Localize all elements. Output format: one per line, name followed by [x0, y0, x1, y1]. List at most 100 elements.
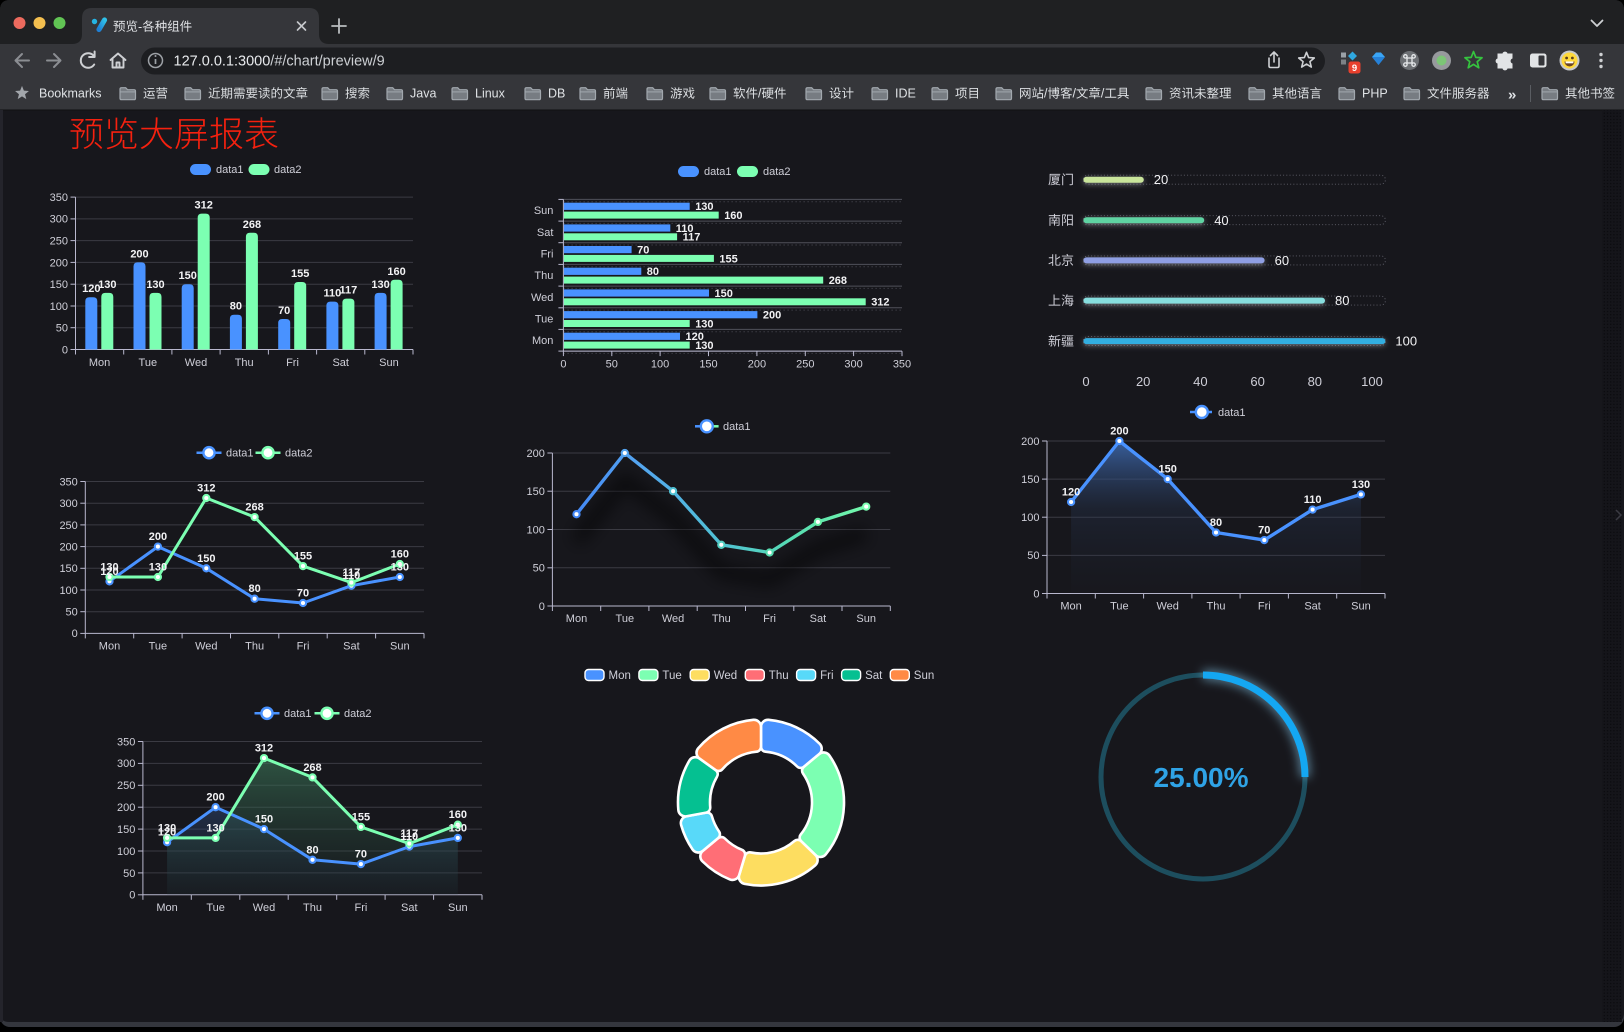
svg-text:100: 100	[1395, 334, 1417, 349]
svg-text:250: 250	[796, 359, 814, 371]
svg-text:250: 250	[117, 780, 135, 792]
svg-text:100: 100	[50, 301, 68, 313]
svg-text:70: 70	[278, 305, 290, 317]
svg-text:200: 200	[206, 792, 224, 804]
svg-text:data1: data1	[1218, 407, 1246, 419]
svg-text:155: 155	[352, 811, 370, 823]
svg-text:Sat: Sat	[810, 613, 827, 625]
svg-text:Fri: Fri	[286, 357, 299, 369]
svg-text:200: 200	[527, 448, 545, 460]
svg-text:117: 117	[683, 232, 701, 244]
svg-text:Tue: Tue	[149, 640, 168, 652]
svg-text:70: 70	[355, 849, 367, 861]
svg-text:Tue: Tue	[1110, 601, 1129, 613]
svg-text:Thu: Thu	[534, 270, 553, 282]
svg-text:Wed: Wed	[662, 613, 684, 625]
svg-text:25.00%: 25.00%	[1154, 762, 1249, 793]
svg-text:/: /	[1073, 87, 1077, 101]
svg-text:150: 150	[527, 486, 545, 498]
svg-text:Wed: Wed	[1156, 601, 1178, 613]
svg-text:50: 50	[606, 359, 618, 371]
svg-text:50: 50	[56, 323, 68, 335]
svg-text:Thu: Thu	[1207, 601, 1226, 613]
svg-text:117: 117	[343, 567, 361, 579]
svg-text:80: 80	[306, 844, 318, 856]
svg-text:Tue: Tue	[139, 357, 158, 369]
svg-text:200: 200	[149, 531, 167, 543]
svg-text:0: 0	[72, 628, 78, 640]
svg-text:130: 130	[146, 279, 164, 291]
svg-text:Sun: Sun	[856, 613, 876, 625]
svg-text:0: 0	[539, 601, 545, 613]
svg-text:80: 80	[647, 266, 659, 278]
svg-text:150: 150	[1021, 474, 1039, 486]
svg-text:Tue: Tue	[535, 313, 554, 325]
svg-text:130: 130	[449, 822, 467, 834]
svg-text:80: 80	[1335, 293, 1349, 308]
svg-text:Thu: Thu	[235, 357, 254, 369]
svg-text:110: 110	[324, 288, 342, 300]
svg-text:IDE: IDE	[895, 87, 916, 101]
svg-text:/#/chart/preview/9: /#/chart/preview/9	[270, 54, 384, 70]
svg-text:130: 130	[695, 318, 713, 330]
svg-text:Sun: Sun	[390, 640, 410, 652]
svg-text:120: 120	[686, 331, 704, 343]
svg-text:Bookmarks: Bookmarks	[39, 87, 102, 101]
svg-text:Fri: Fri	[763, 613, 776, 625]
svg-text:Tue: Tue	[662, 670, 681, 682]
svg-text:130: 130	[149, 562, 167, 574]
svg-text:DB: DB	[548, 87, 565, 101]
svg-text:130: 130	[695, 340, 713, 352]
svg-text:Wed: Wed	[531, 292, 553, 304]
svg-text:300: 300	[117, 758, 135, 770]
svg-text:160: 160	[724, 210, 742, 222]
svg-text:250: 250	[50, 236, 68, 248]
svg-text:data1: data1	[284, 708, 312, 720]
svg-text:data1: data1	[704, 166, 732, 178]
svg-text:110: 110	[1304, 494, 1322, 506]
svg-text:130: 130	[100, 562, 118, 574]
svg-text:50: 50	[66, 607, 78, 619]
svg-text:Fri: Fri	[541, 248, 554, 260]
svg-text:200: 200	[1110, 426, 1128, 438]
svg-text:Sun: Sun	[914, 670, 934, 682]
svg-text:Fri: Fri	[820, 670, 833, 682]
svg-text:100: 100	[651, 359, 669, 371]
svg-text:data1: data1	[216, 164, 244, 176]
svg-text:100: 100	[1021, 512, 1039, 524]
svg-text:160: 160	[449, 809, 467, 821]
svg-text:/: /	[758, 87, 762, 101]
svg-text:data2: data2	[285, 448, 313, 460]
svg-text:/: /	[1101, 87, 1105, 101]
svg-text:Thu: Thu	[712, 613, 731, 625]
svg-text:Wed: Wed	[253, 902, 275, 914]
svg-text:160: 160	[391, 549, 409, 561]
svg-text:Fri: Fri	[354, 902, 367, 914]
svg-text:70: 70	[637, 245, 649, 257]
svg-text:Mon: Mon	[89, 357, 110, 369]
svg-text:350: 350	[893, 359, 911, 371]
svg-text:»: »	[1508, 87, 1516, 104]
svg-text:200: 200	[130, 248, 148, 260]
svg-text:Thu: Thu	[769, 670, 789, 682]
svg-text:350: 350	[50, 192, 68, 204]
svg-text:150: 150	[59, 563, 77, 575]
svg-text:0: 0	[129, 890, 135, 902]
svg-text:9: 9	[1352, 63, 1357, 74]
svg-text:130: 130	[391, 562, 409, 574]
svg-text:150: 150	[715, 288, 733, 300]
svg-text:300: 300	[844, 359, 862, 371]
svg-text:80: 80	[1210, 517, 1222, 529]
svg-text:40: 40	[1193, 374, 1207, 389]
svg-text:80: 80	[230, 301, 242, 313]
svg-text:PHP: PHP	[1362, 87, 1388, 101]
svg-text:0: 0	[560, 359, 566, 371]
svg-text:0: 0	[62, 344, 68, 356]
svg-text:160: 160	[387, 266, 405, 278]
svg-text:data1: data1	[723, 421, 751, 433]
svg-text:130: 130	[371, 279, 389, 291]
svg-text:Wed: Wed	[714, 670, 737, 682]
svg-text:70: 70	[297, 588, 309, 600]
svg-text:130: 130	[98, 279, 116, 291]
svg-text:80: 80	[248, 583, 260, 595]
